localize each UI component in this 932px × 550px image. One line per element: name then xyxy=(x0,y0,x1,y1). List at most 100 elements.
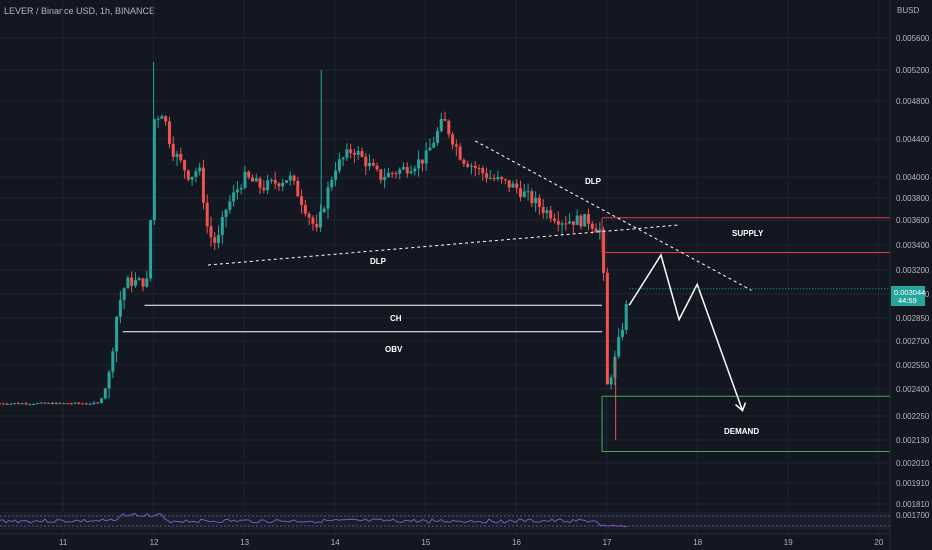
candle-body xyxy=(519,188,523,197)
candle-body xyxy=(560,223,564,225)
candle-body xyxy=(73,402,77,404)
candle-body xyxy=(288,175,292,181)
candle-body xyxy=(337,159,341,171)
candle-body xyxy=(58,402,62,404)
candle-body xyxy=(303,205,307,214)
candle-body xyxy=(458,146,462,160)
obv-label: OBV xyxy=(385,345,403,354)
time-tick-label: 14 xyxy=(331,538,340,547)
candle-body xyxy=(84,403,88,405)
candle-body xyxy=(262,187,266,191)
candle-body xyxy=(296,180,300,197)
time-axis: 11 12 13 14 15 16 17 18 19 20 xyxy=(0,533,890,547)
candle-body xyxy=(62,403,66,405)
price-tick-label: 0.002010 xyxy=(896,459,930,468)
candle-body xyxy=(28,404,32,406)
candle-body xyxy=(586,214,590,224)
candle-body xyxy=(0,403,2,405)
candle-body xyxy=(390,172,394,174)
candle-body xyxy=(545,210,549,214)
candle-body xyxy=(118,299,122,317)
candle-body xyxy=(428,147,432,151)
candle-body xyxy=(179,153,183,161)
candle-body xyxy=(526,191,530,193)
candle-body xyxy=(224,209,228,217)
candle-body xyxy=(311,217,315,224)
last-price-badge xyxy=(891,286,925,306)
ch-label: CH xyxy=(390,314,402,323)
price-tick-label: 0.004000 xyxy=(896,173,930,182)
candle-body xyxy=(39,402,43,404)
price-tick-label: 0.003400 xyxy=(896,241,930,250)
dlp-lower-label: DLP xyxy=(370,257,387,266)
candle-body xyxy=(213,237,217,243)
candle-body xyxy=(549,210,553,219)
candle-body xyxy=(152,119,156,221)
candle-body xyxy=(553,218,557,221)
candle-body xyxy=(462,159,466,164)
candle-body xyxy=(318,211,322,228)
candle-body xyxy=(77,402,81,404)
candle-body xyxy=(488,178,492,180)
candle-body xyxy=(481,168,485,174)
candle-body xyxy=(266,180,270,191)
candle-body xyxy=(466,163,470,167)
candle-body xyxy=(451,134,455,145)
price-axis: 0.005600 0.005200 0.004800 0.004400 0.004000… xyxy=(889,0,930,550)
candle-body xyxy=(435,131,439,143)
indicator-line xyxy=(0,513,628,528)
projection-arrowhead xyxy=(735,402,747,412)
candle-body xyxy=(375,165,379,170)
price-tick-label: 0.005200 xyxy=(896,66,930,75)
price-tick-label: 0.002130 xyxy=(896,436,930,445)
candle-body xyxy=(160,116,164,119)
time-tick-label: 11 xyxy=(59,538,68,547)
candle-body xyxy=(439,118,443,132)
chart-title: LEVER / Binance USD, 1h, BINANCE xyxy=(4,6,156,16)
candle-body xyxy=(398,169,402,174)
time-tick-label: 18 xyxy=(693,538,702,547)
time-tick-label: 19 xyxy=(784,538,793,547)
candle-body xyxy=(368,162,372,167)
candle-body xyxy=(583,214,587,227)
candle-body xyxy=(149,220,153,279)
candle-body xyxy=(24,403,28,405)
price-tick-label: 0.003200 xyxy=(896,266,930,275)
candle-body xyxy=(564,223,568,225)
demand-label: DEMAND xyxy=(724,427,759,436)
candle-body xyxy=(281,182,285,187)
candle-body xyxy=(186,170,190,180)
last-price-value: 0.003044 xyxy=(894,288,925,297)
candle-body xyxy=(413,168,417,172)
candle-body xyxy=(530,191,534,204)
candle-body xyxy=(32,403,36,405)
candle-body xyxy=(315,223,319,228)
candle-body xyxy=(402,166,406,170)
projection-path xyxy=(628,253,744,411)
price-tick-label: 0.001810 xyxy=(896,500,930,509)
time-tick-label: 12 xyxy=(150,538,159,547)
candle-body xyxy=(235,189,239,193)
time-tick-label: 13 xyxy=(240,538,249,547)
candle-body xyxy=(96,402,100,404)
candle-body xyxy=(386,172,390,178)
candle-body xyxy=(571,221,575,225)
candle-body xyxy=(364,156,368,167)
candle-body xyxy=(88,403,92,405)
candle-body xyxy=(156,118,160,120)
candle-body xyxy=(69,403,73,405)
candle-body xyxy=(198,167,202,172)
candle-body xyxy=(251,177,255,182)
candle-body xyxy=(205,202,209,227)
candle-body xyxy=(16,403,20,405)
price-tick-label: 0.004800 xyxy=(896,97,930,106)
candle-body xyxy=(50,402,54,405)
candle-body xyxy=(417,159,421,169)
candle-body xyxy=(183,160,187,171)
time-tick-label: 15 xyxy=(421,538,430,547)
candle-body xyxy=(100,398,104,403)
candle-body xyxy=(496,177,500,180)
candle-body xyxy=(243,171,247,188)
price-tick-label: 0.002850 xyxy=(896,314,930,323)
